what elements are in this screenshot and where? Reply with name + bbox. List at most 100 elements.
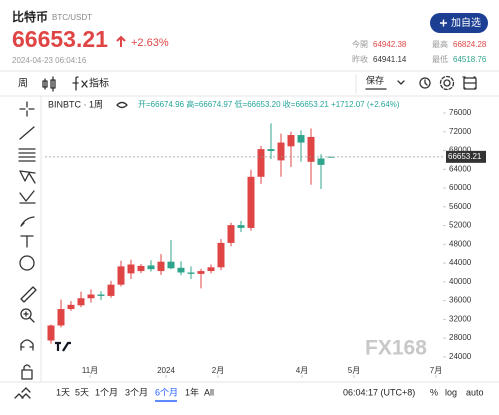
- range-button[interactable]: 1年: [185, 386, 199, 397]
- scale-option[interactable]: %: [430, 387, 438, 397]
- candle-body: [207, 267, 215, 272]
- range-button[interactable]: All: [204, 387, 214, 397]
- candle-body: [317, 158, 325, 165]
- text-tool[interactable]: [20, 235, 34, 248]
- symbol: BINBTC · 1周: [48, 99, 103, 109]
- candle-body: [257, 149, 265, 177]
- logo-mark: [55, 341, 71, 352]
- stat-label: 昨收: [352, 54, 368, 64]
- candle-body: [237, 225, 245, 228]
- y-tick-label: 68000: [449, 146, 472, 155]
- x-tick-label: 7月: [430, 366, 442, 375]
- chevron[interactable]: [397, 80, 405, 85]
- stat-label: 最低: [432, 54, 448, 64]
- chart: BINBTC · 1周 开=66674.96 高=66674.97 低=6665…: [45, 99, 486, 378]
- candle-body: [47, 325, 55, 341]
- watermark: FX168: [365, 337, 427, 360]
- candle-body: [67, 304, 75, 310]
- expand-icon[interactable]: [14, 393, 24, 399]
- y-tick-label: 32000: [449, 314, 472, 323]
- emoji-tool[interactable]: [19, 255, 35, 271]
- candle-body: [267, 149, 275, 151]
- x-tick-label: 4月: [296, 366, 308, 375]
- current-price-label: 66653.21: [448, 152, 482, 161]
- candle-body: [217, 242, 225, 268]
- stat-label: 最高: [432, 39, 448, 49]
- candle-icon[interactable]: [42, 76, 56, 92]
- lock-tool[interactable]: [21, 364, 33, 380]
- x-tick-label: 2月: [212, 366, 224, 375]
- y-tick-label: 72000: [449, 127, 472, 136]
- fib-tool[interactable]: [18, 148, 36, 162]
- screenshot-frame: [463, 77, 477, 90]
- candle-body: [247, 176, 255, 228]
- collapse-tool[interactable]: [21, 387, 31, 399]
- footer: 1天 5天 1个月 3个月 6个月 1年 All 06:04:17 (UTC+8)% log au…: [14, 386, 484, 402]
- button-bg[interactable]: [430, 13, 488, 33]
- save[interactable]: 保存: [366, 74, 384, 85]
- pattern-tool[interactable]: [19, 170, 36, 184]
- crosshair-tool[interactable]: [19, 101, 35, 117]
- stat-value: 64942.38: [373, 40, 407, 49]
- candle-body: [87, 294, 95, 299]
- range-button[interactable]: 1个月: [95, 387, 118, 397]
- trend-line-tool[interactable]: [19, 126, 35, 140]
- candle-body: [107, 284, 115, 296]
- y-tick-label: 44000: [449, 258, 472, 267]
- settings-gear: [439, 75, 455, 91]
- y-tick-label: 64000: [449, 164, 472, 173]
- candle-body: [127, 264, 135, 274]
- scale-option[interactable]: auto: [466, 387, 484, 397]
- candle-body: [297, 135, 305, 143]
- candle-body: [197, 271, 205, 274]
- y-tick-label: 56000: [449, 202, 472, 211]
- drawing-tools: [18, 101, 37, 399]
- settings-icon[interactable]: [443, 79, 451, 87]
- range-button[interactable]: 5天: [75, 387, 89, 397]
- y-tick-label: 24000: [449, 352, 472, 361]
- y-tick-label: 76000: [449, 108, 472, 117]
- candle-body: [307, 136, 315, 162]
- y-tick-label: 36000: [449, 296, 472, 305]
- ruler-tool[interactable]: [20, 286, 37, 303]
- indicators[interactable]: 指标: [89, 77, 109, 90]
- candle-body: [147, 265, 155, 270]
- y-tick-label: 48000: [449, 239, 472, 248]
- y-tick-label: 60000: [449, 183, 472, 192]
- indicator-icon[interactable]: [72, 76, 88, 91]
- stat-value: 66824.28: [453, 40, 487, 49]
- x-tick-label: 11月: [82, 366, 98, 375]
- stat-value: 64518.76: [453, 55, 487, 64]
- zoom-tool[interactable]: [20, 308, 32, 320]
- candle-body: [177, 267, 185, 273]
- candle-body: [97, 294, 105, 296]
- candle-body: [187, 272, 195, 274]
- stat-value: 64941.14: [373, 55, 407, 64]
- x-tick-label: 2024: [157, 366, 175, 375]
- time-zone[interactable]: 06:04:17 (UTC+8): [343, 387, 415, 397]
- last-price: 66653.21: [12, 26, 108, 52]
- prediction-tool[interactable]: [19, 190, 36, 204]
- scale-option[interactable]: log: [445, 387, 457, 397]
- button-label[interactable]: 加自选: [451, 16, 481, 29]
- range-button[interactable]: 1天: [56, 387, 70, 397]
- eye-icon[interactable]: [116, 101, 128, 109]
- up-arrow: [116, 35, 126, 47]
- interval[interactable]: 周: [18, 78, 28, 90]
- magnet-tool[interactable]: [20, 339, 34, 351]
- zoom-tool-plus: [23, 311, 35, 323]
- candle-body: [57, 309, 65, 326]
- candle-body: [117, 266, 125, 285]
- timestamp: 2024-04-23 06:04:16: [12, 56, 87, 65]
- range-button[interactable]: 6个月: [155, 387, 178, 397]
- candle-body: [167, 261, 175, 269]
- plus-icon: [440, 19, 447, 27]
- price-change: +2.63%: [131, 37, 169, 49]
- stats: 今開 64942.38 最高 66824.28 昨收 64941.14 最低 64518.76: [352, 39, 487, 64]
- y-tick-label: 52000: [449, 221, 472, 230]
- brush-tool[interactable]: [20, 216, 35, 227]
- range-button[interactable]: 3个月: [125, 387, 148, 397]
- add-watchlist-button[interactable]: 加自选: [430, 13, 488, 33]
- alert-icon[interactable]: [419, 77, 431, 89]
